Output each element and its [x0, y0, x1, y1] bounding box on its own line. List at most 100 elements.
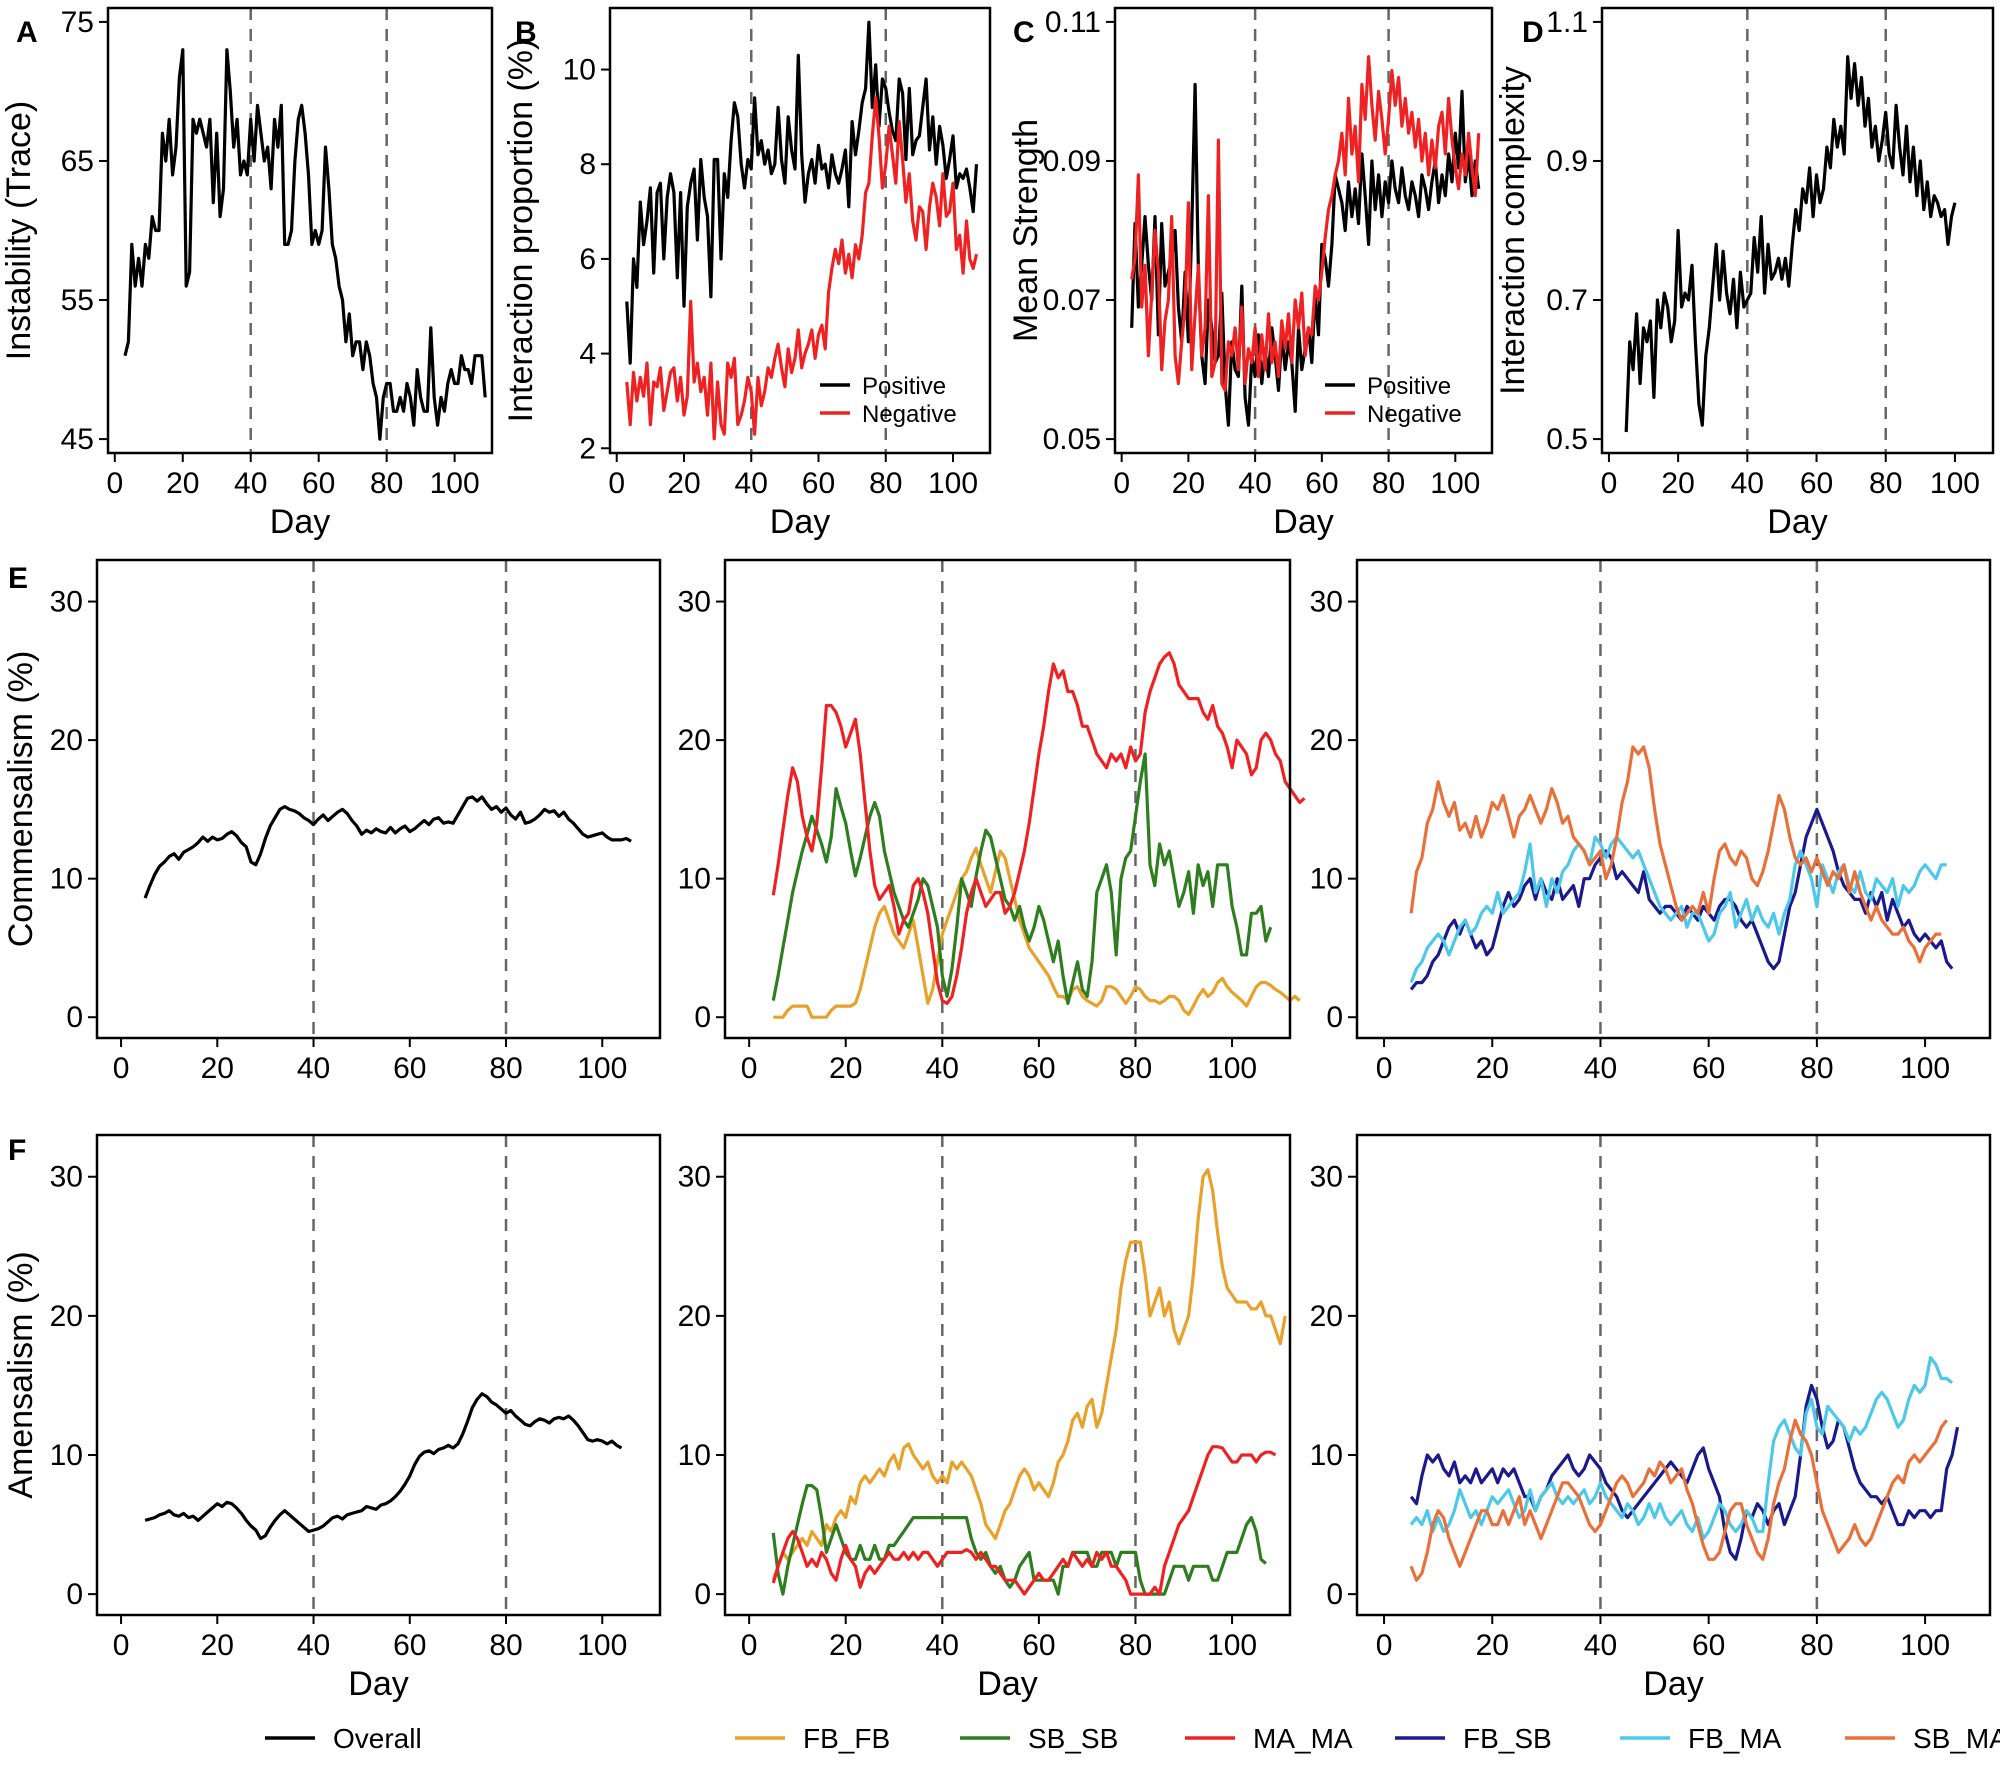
y-tick-label: 10 [1310, 863, 1343, 896]
y-tick-label: 30 [1310, 1161, 1343, 1194]
legend-label: Negative [862, 401, 957, 428]
y-tick-label: 20 [678, 1300, 711, 1333]
legend-label: FB_MA [1688, 1723, 1782, 1754]
y-tick-label: 65 [61, 145, 94, 178]
y-axis-title: Mean Strength [1007, 119, 1045, 342]
y-axis-title: Commensalism (%) [2, 651, 40, 948]
panel-e1: 0 20 40 60 80 100 0 10 20 30 Commensalism (%) E [2, 558, 662, 1085]
x-tick-label: 100 [1900, 1052, 1950, 1085]
x-tick-label: 20 [829, 1052, 862, 1085]
x-tick-label: 60 [302, 467, 335, 500]
y-tick-label: 0 [694, 1578, 711, 1611]
y-tick-label: 0.9 [1546, 145, 1588, 178]
series-line-fb-fb [773, 846, 1301, 1019]
series-line-trace [123, 48, 487, 441]
series-line-negative [1130, 55, 1481, 392]
legend-label: Positive [862, 373, 946, 400]
series-line-overall [144, 1392, 623, 1541]
x-tick-label: 80 [489, 1052, 522, 1085]
panel-a: 0 20 40 60 80 100 45 55 65 75 Day Instability (Trac… [0, 6, 494, 541]
x-tick-label: 20 [1476, 1052, 1509, 1085]
x-tick-label: 40 [1584, 1629, 1617, 1662]
y-axis-title: Instability (Trace) [0, 101, 38, 360]
x-tick-label: 80 [1869, 467, 1902, 500]
x-tick-label: 0 [1376, 1052, 1393, 1085]
legend-label: SB_SB [1028, 1723, 1118, 1754]
y-tick-label: 0 [694, 1001, 711, 1034]
y-tick-label: 10 [50, 863, 83, 896]
x-tick-label: 60 [393, 1629, 426, 1662]
panel-f1: 0 20 40 60 80 100 0 10 20 30 Day Amensalism (%) F [2, 1133, 662, 1703]
panel-e3: 0 20 40 60 80 100 0 10 20 30 [1310, 558, 1992, 1085]
x-tick-label: 0 [741, 1052, 758, 1085]
x-tick-label: 0 [1601, 467, 1618, 500]
x-axis-title: Day [348, 1665, 408, 1703]
y-tick-label: 0.11 [1045, 6, 1101, 39]
x-tick-label: 40 [297, 1629, 330, 1662]
series-line-overall [143, 795, 632, 899]
x-tick-label: 40 [926, 1052, 959, 1085]
bottom-legend-3: FB_SB FB_MA SB_MA [1395, 1723, 2000, 1754]
x-tick-label: 20 [667, 467, 700, 500]
series-line-sb-ma [1409, 1418, 1948, 1582]
y-tick-label: 1.1 [1546, 6, 1588, 39]
x-tick-label: 40 [1584, 1052, 1617, 1085]
panel-frame [608, 6, 992, 455]
panel-frame [723, 1133, 1292, 1617]
panel-letter: B [515, 16, 537, 49]
x-tick-label: 100 [1430, 467, 1480, 500]
x-tick-label: 40 [1731, 467, 1764, 500]
y-tick-label: 0 [66, 1001, 83, 1034]
x-axis-title: Day [770, 503, 830, 541]
x-tick-label: 60 [393, 1052, 426, 1085]
y-tick-label: 55 [61, 284, 94, 317]
x-tick-label: 20 [1476, 1629, 1509, 1662]
panel-f3: 0 20 40 60 80 100 0 10 20 30 Day [1310, 1133, 1992, 1703]
series-line-sb-sb [771, 1483, 1267, 1596]
x-tick-label: 80 [370, 467, 403, 500]
x-tick-label: 20 [1661, 467, 1694, 500]
y-tick-label: 0 [1326, 1578, 1343, 1611]
y-tick-label: 20 [678, 724, 711, 757]
x-tick-label: 40 [297, 1052, 330, 1085]
x-tick-label: 0 [1376, 1629, 1393, 1662]
legend-label: Overall [333, 1723, 422, 1754]
y-tick-label: 20 [50, 1300, 83, 1333]
y-tick-label: 6 [579, 243, 596, 276]
series-line-fb-sb [1409, 1383, 1960, 1561]
y-axis-title: Interaction complexity [1494, 66, 1532, 395]
x-tick-label: 0 [113, 1052, 130, 1085]
panel-f2: 0 20 40 60 80 100 0 10 20 30 Day [678, 1133, 1292, 1703]
series-line-fb-fb [771, 1168, 1287, 1581]
x-tick-label: 40 [926, 1629, 959, 1662]
legend-label: FB_SB [1463, 1723, 1552, 1754]
x-tick-label: 20 [829, 1629, 862, 1662]
panel-c: 0 20 40 60 80 100 0.05 0.07 0.09 0.11 Day Mean Stre… [1007, 6, 1494, 541]
x-tick-label: 0 [741, 1629, 758, 1662]
panel-letter: D [1522, 16, 1544, 49]
y-tick-label: 20 [1310, 1300, 1343, 1333]
series-line-positive [625, 20, 979, 365]
bottom-legend-1: Overall [265, 1723, 422, 1754]
y-tick-label: 30 [678, 586, 711, 619]
legend-label: Positive [1367, 373, 1451, 400]
x-tick-label: 80 [1372, 467, 1405, 500]
y-tick-label: 10 [563, 54, 596, 87]
y-axis-title: Interaction proportion (%) [502, 39, 540, 423]
y-tick-label: 30 [1310, 586, 1343, 619]
x-tick-label: 100 [430, 467, 480, 500]
x-tick-label: 80 [1800, 1052, 1833, 1085]
series-line-sb-ma [1409, 745, 1942, 964]
y-tick-label: 2 [579, 432, 596, 465]
series-line-negative [625, 96, 979, 441]
x-tick-label: 20 [201, 1629, 234, 1662]
panel-frame [1600, 6, 1995, 455]
x-tick-label: 60 [1692, 1052, 1725, 1085]
legend-label: SB_MA [1913, 1723, 2000, 1754]
bottom-legend-2: FB_FB SB_SB MA_MA [735, 1723, 1353, 1754]
panel-frame [95, 1133, 662, 1617]
x-tick-label: 60 [1800, 467, 1833, 500]
y-tick-label: 45 [61, 423, 94, 456]
x-tick-label: 100 [577, 1052, 627, 1085]
